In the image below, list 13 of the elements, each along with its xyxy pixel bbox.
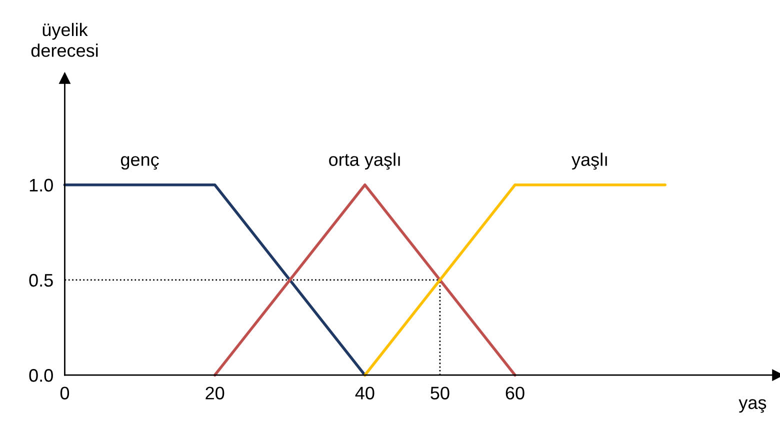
- x-tick-label: 0: [60, 386, 70, 400]
- x-tick-label: 60: [506, 386, 524, 400]
- x-tick-label: 50: [430, 386, 450, 400]
- series-label: orta yaşlı: [329, 152, 400, 170]
- y-tick-label: 0.0: [29, 369, 53, 382]
- x-tick-label: 40: [355, 386, 374, 400]
- x-axis-title: yaş: [738, 399, 766, 413]
- x-tick-label: 20: [206, 386, 224, 400]
- series-label: genç: [120, 156, 159, 170]
- series-label: yaşlı: [572, 152, 607, 170]
- y-tick-label: 0.5: [29, 274, 53, 287]
- y-tick-label: 1.0: [30, 178, 53, 192]
- y-axis-title: üyelik derecesi: [31, 22, 98, 57]
